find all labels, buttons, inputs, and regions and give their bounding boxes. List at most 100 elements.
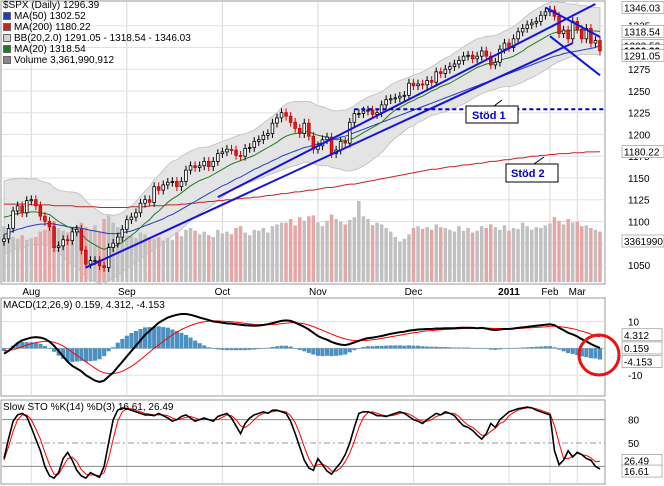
- macd-histogram-bar: [224, 348, 229, 351]
- candle-body: [589, 27, 593, 44]
- price-legend: $SPX (Daily) 1296.39 MA(50) 1302.52 MA(2…: [3, 0, 191, 66]
- candle-body: [24, 200, 29, 214]
- chart-title: $SPX (Daily) 1296.39: [3, 0, 100, 11]
- macd-histogram-bar: [479, 348, 484, 349]
- macd-histogram-bar: [397, 345, 402, 349]
- volume-bar: [439, 227, 443, 282]
- candle-body: [443, 68, 448, 74]
- macd-histogram-bar: [361, 347, 366, 349]
- month-tick-label: Sep: [118, 287, 136, 298]
- macd-histogram-bar: [124, 335, 129, 349]
- volume-bar: [357, 201, 361, 282]
- macd-value-label: 4.312: [624, 331, 649, 342]
- volume-bar: [479, 226, 484, 282]
- volume-bar: [116, 227, 120, 282]
- candle-body: [184, 169, 188, 182]
- macd-histogram-bar: [297, 348, 302, 350]
- candle-body: [102, 265, 106, 268]
- candle-body: [256, 139, 261, 142]
- macd-histogram-bar: [352, 348, 357, 351]
- macd-histogram-bar: [256, 348, 261, 350]
- macd-histogram-bar: [520, 347, 525, 349]
- month-tick-label: Oct: [215, 287, 231, 298]
- macd-histogram-bar: [152, 326, 157, 349]
- candle-body: [15, 205, 20, 212]
- volume-bar: [402, 238, 407, 282]
- macd-histogram-bar: [456, 347, 461, 349]
- price-value-box: [621, 25, 664, 38]
- volume-bar: [393, 237, 397, 282]
- sto-k-line: [3, 406, 601, 480]
- macd-histogram-bar: [143, 327, 148, 349]
- candle-body: [134, 212, 138, 218]
- volume-bar: [261, 228, 266, 282]
- trendline: [544, 6, 601, 38]
- macd-histogram-bar: [93, 348, 98, 361]
- candle-body: [70, 231, 75, 241]
- volume-bar: [270, 226, 275, 282]
- candle-body: [220, 151, 225, 154]
- volume-bar: [552, 217, 557, 282]
- candle-body: [393, 97, 397, 100]
- candle-body: [211, 160, 215, 167]
- macd-histogram-bar: [538, 346, 543, 349]
- macd-histogram-bar: [511, 348, 516, 349]
- candle-body: [438, 71, 443, 74]
- volume-bar: [170, 239, 175, 282]
- candle-body: [384, 99, 388, 106]
- candle-body: [43, 215, 47, 222]
- candle-body: [120, 228, 125, 238]
- volume-bar: [247, 235, 252, 282]
- price-tick-label: 1250: [628, 87, 651, 98]
- sto-title: Slow STO %K(14) %D(3) 16.61, 26.49: [3, 402, 174, 413]
- price-tick-label: 1125: [628, 196, 650, 207]
- candle-body: [234, 149, 238, 156]
- candle-body: [229, 148, 234, 151]
- month-tick-label: 2011: [498, 287, 520, 298]
- candle-body: [2, 238, 6, 242]
- macd-histogram-bar: [106, 348, 111, 352]
- macd-histogram-bar: [393, 345, 398, 349]
- candle-body: [420, 83, 425, 86]
- month-tick-label: Dec: [405, 287, 423, 298]
- volume-bar: [338, 221, 343, 282]
- stod1-pointer: [493, 99, 503, 107]
- price-tick-label: 1050: [628, 261, 651, 272]
- macd-histogram-bar: [61, 348, 66, 359]
- macd-histogram-bar: [525, 347, 530, 349]
- macd-histogram-bar: [507, 348, 512, 349]
- macd-histogram-bar: [388, 345, 393, 349]
- volume-bar: [307, 216, 311, 282]
- volume-bar: [452, 231, 457, 282]
- candle-body: [52, 226, 56, 248]
- legend-volume-swatch: [3, 56, 11, 64]
- volume-bar: [138, 232, 143, 282]
- price-value-label: 1291.05: [624, 51, 661, 62]
- volume-bar: [407, 234, 411, 282]
- macd-histogram-bar: [461, 347, 466, 349]
- volume-bar: [316, 222, 320, 282]
- macd-histogram-bar: [384, 345, 389, 349]
- candle-body: [288, 115, 293, 123]
- macd-histogram-bar: [497, 348, 502, 350]
- candle-body: [65, 239, 70, 242]
- volume-bar: [348, 219, 352, 282]
- price-tick-label: 1150: [628, 174, 650, 185]
- candle-body: [270, 122, 275, 134]
- legend-ma200-swatch: [3, 23, 11, 31]
- candle-body: [525, 24, 530, 29]
- macd-histogram-bar: [174, 330, 179, 349]
- volume-bar: [575, 221, 579, 282]
- volume-bar: [152, 238, 156, 282]
- macd-histogram-bar: [593, 348, 598, 359]
- macd-histogram-bar: [138, 329, 143, 349]
- volume-bar: [366, 219, 370, 282]
- volume-bar: [43, 229, 47, 282]
- macd-histogram-bar: [561, 348, 566, 352]
- volume-bar: [325, 220, 329, 282]
- volume-bar: [193, 230, 197, 282]
- volume-bar: [498, 229, 502, 282]
- macd-histogram-bar: [365, 346, 370, 349]
- candle-body: [402, 94, 407, 97]
- volume-bar: [6, 232, 11, 282]
